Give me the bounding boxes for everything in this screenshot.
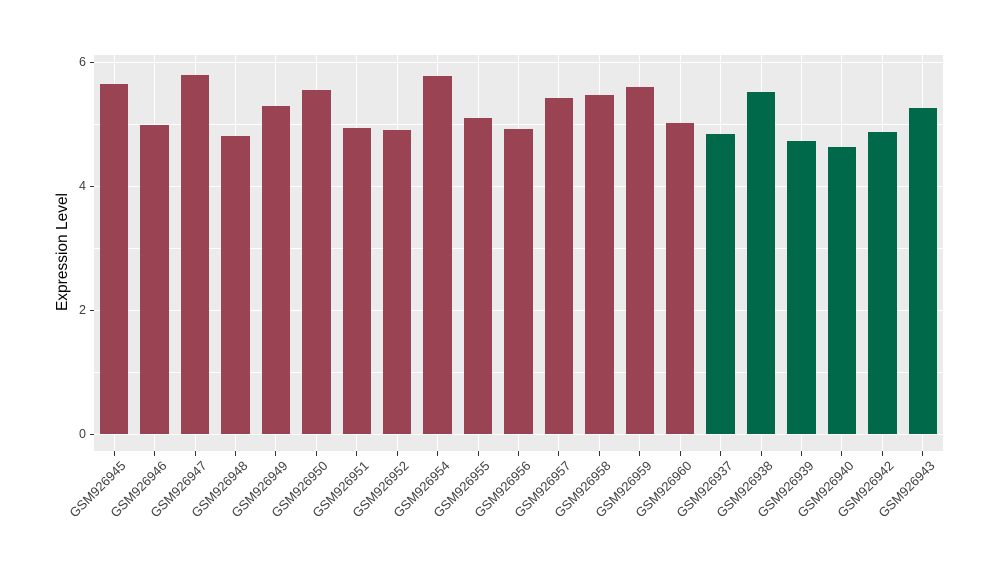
bar-GSM926949 bbox=[261, 105, 291, 435]
x-tick-mark bbox=[234, 451, 237, 456]
bar-GSM926958 bbox=[585, 94, 614, 435]
x-tick-mark bbox=[113, 451, 115, 456]
bar-GSM926952 bbox=[383, 129, 412, 435]
x-tick-mark bbox=[800, 451, 803, 456]
x-tick-mark bbox=[679, 451, 681, 456]
x-tick-mark bbox=[558, 451, 560, 456]
bar-GSM926945 bbox=[100, 84, 129, 435]
bar-GSM926939 bbox=[787, 141, 816, 435]
bar-GSM926960 bbox=[666, 123, 695, 435]
bar-GSM926956 bbox=[504, 128, 533, 435]
plot-panel bbox=[94, 55, 943, 451]
x-tick-mark bbox=[315, 451, 317, 456]
x-tick-mark bbox=[881, 451, 883, 456]
bar-GSM926954 bbox=[423, 76, 452, 435]
bar-GSM926946 bbox=[140, 125, 169, 435]
x-tick-mark bbox=[760, 451, 762, 456]
bar-GSM926955 bbox=[463, 118, 493, 435]
bar-GSM926937 bbox=[706, 134, 735, 435]
y-tick-label: 0 bbox=[79, 427, 86, 442]
bar-GSM926950 bbox=[302, 90, 331, 435]
y-tick-mark bbox=[89, 185, 94, 187]
x-tick-mark bbox=[598, 451, 600, 456]
x-tick-mark bbox=[356, 451, 358, 456]
bar-GSM926957 bbox=[544, 97, 574, 435]
x-tick-mark bbox=[437, 451, 439, 456]
bar-GSM926938 bbox=[746, 91, 776, 435]
x-tick-mark bbox=[922, 451, 924, 456]
bar-GSM926947 bbox=[180, 74, 210, 435]
y-tick-mark bbox=[89, 61, 94, 63]
y-tick-label: 2 bbox=[79, 303, 86, 318]
x-tick-mark bbox=[275, 451, 277, 456]
x-tick-mark bbox=[396, 451, 398, 456]
x-tick-mark bbox=[154, 451, 156, 456]
x-tick-mark bbox=[639, 451, 641, 456]
y-tick-label: 6 bbox=[79, 55, 86, 70]
bar-GSM926942 bbox=[868, 132, 897, 435]
x-tick-mark bbox=[720, 451, 722, 456]
x-tick-mark bbox=[517, 451, 520, 456]
bar-GSM926943 bbox=[908, 108, 937, 435]
y-tick-mark bbox=[89, 433, 94, 435]
y-tick-label: 4 bbox=[79, 179, 86, 194]
x-tick-mark bbox=[477, 451, 479, 456]
x-tick-mark bbox=[841, 451, 843, 456]
bar-GSM926940 bbox=[827, 146, 857, 435]
y-tick-mark bbox=[89, 309, 94, 311]
bar-GSM926948 bbox=[221, 136, 250, 435]
bar-GSM926959 bbox=[625, 87, 654, 435]
y-axis-title: Expression Level bbox=[54, 192, 71, 312]
x-tick-mark bbox=[194, 451, 196, 456]
bar-GSM926951 bbox=[342, 128, 371, 435]
